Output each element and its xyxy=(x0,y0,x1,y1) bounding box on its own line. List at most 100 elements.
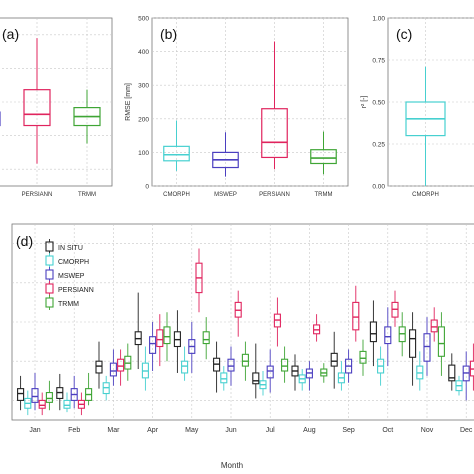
box-in-situ-aug xyxy=(291,354,299,391)
box-trmm-nov xyxy=(437,312,445,376)
panel-label: (d) xyxy=(16,233,33,249)
x-tick-label: TRMM xyxy=(78,192,96,198)
box-iqr xyxy=(252,372,260,385)
box-trmm-feb xyxy=(85,372,93,406)
legend-label: CMORPH xyxy=(58,259,89,266)
box-in-situ-jul xyxy=(252,343,260,399)
box-iqr xyxy=(23,89,51,127)
box-mswep-apr xyxy=(149,322,157,371)
x-tick-label: CMORPH xyxy=(412,192,439,198)
box-persiann xyxy=(23,38,51,164)
x-tick-label: TRMM xyxy=(315,192,333,198)
panel-label: (c) xyxy=(396,26,412,42)
box-iqr xyxy=(38,399,46,409)
box-persiann-aug xyxy=(313,314,321,342)
box-in-situ-oct xyxy=(369,300,377,367)
box-in-situ-jun xyxy=(213,341,221,393)
box-iqr xyxy=(156,329,164,348)
box-cmorph xyxy=(405,66,446,186)
box-mswep-oct xyxy=(384,307,392,367)
y-tick-label: 0.50 xyxy=(372,100,385,107)
box-iqr xyxy=(261,108,288,159)
box-persiann xyxy=(261,41,288,170)
box-trmm-aug xyxy=(320,363,328,383)
box-iqr xyxy=(31,388,39,403)
box-iqr xyxy=(109,362,117,377)
y-tick-label: 300 xyxy=(138,83,149,90)
x-tick-label: Jan xyxy=(29,427,40,434)
box-iqr xyxy=(117,358,125,372)
box-iqr xyxy=(266,365,274,379)
box-in-situ-sep xyxy=(330,331,338,389)
panel-c: (c) xyxy=(387,17,474,187)
box-cmorph-mar xyxy=(102,375,110,401)
box-iqr xyxy=(352,301,360,331)
y-tick-label: 0.25 xyxy=(372,142,385,149)
box-in-situ-apr xyxy=(134,292,142,370)
x-tick-label: Feb xyxy=(68,427,80,434)
box-iqr xyxy=(163,326,171,345)
x-tick-label: PERSIANN xyxy=(259,192,290,198)
y-tick-label: 200 xyxy=(138,116,149,123)
x-tick-label: Dec xyxy=(460,427,473,434)
box-iqr xyxy=(63,399,71,409)
box-iqr xyxy=(281,358,289,372)
box-persiann-dec xyxy=(469,343,474,391)
box-cmorph-oct xyxy=(377,346,385,386)
box-trmm xyxy=(73,89,101,144)
x-tick-label: Sep xyxy=(342,427,355,434)
panel-b: (b) xyxy=(151,17,349,187)
y-tick-label: 500 xyxy=(138,16,149,23)
x-tick-label: Aug xyxy=(303,427,316,434)
box-in-situ-nov xyxy=(409,312,417,386)
box-persiann-sep xyxy=(352,285,360,342)
y-tick-label: 0 xyxy=(145,184,149,191)
y-tick-label: 400 xyxy=(138,49,149,56)
x-tick-label: May xyxy=(185,427,199,434)
box-persiann-nov xyxy=(430,307,438,342)
box-mswep-jul xyxy=(266,349,274,393)
box-iqr xyxy=(149,336,157,354)
x-tick-label: Jul xyxy=(266,427,275,434)
box-in-situ-may xyxy=(173,310,181,373)
box-in-situ-dec xyxy=(448,353,456,391)
box-iqr xyxy=(163,145,190,162)
box-iqr xyxy=(409,329,417,358)
box-trmm-jun xyxy=(241,341,249,381)
box-mswep-nov xyxy=(423,317,431,376)
panel-label: (b) xyxy=(160,26,177,42)
box-cmorph-sep xyxy=(337,361,345,391)
box-cmorph-dec xyxy=(455,375,463,396)
box-iqr xyxy=(430,319,438,333)
box-mswep-may xyxy=(188,322,196,373)
box-persiann-jan xyxy=(38,392,46,416)
box-cmorph-feb xyxy=(63,392,71,413)
y-tick-label: 100 xyxy=(138,150,149,157)
box-mswep-jan xyxy=(31,372,39,411)
box-cmorph xyxy=(163,120,190,171)
box-trmm-apr xyxy=(163,312,171,362)
y-tick-label: 0.75 xyxy=(372,58,385,65)
box-mswep-mar xyxy=(109,349,117,386)
box-trmm xyxy=(310,131,337,175)
box-iqr xyxy=(423,333,431,362)
box-iqr xyxy=(45,392,53,403)
x-tick-label: MSWEP xyxy=(214,192,237,198)
box-iqr xyxy=(241,353,249,367)
box-persiann-apr xyxy=(156,314,164,367)
y-tick-label: 1.00 xyxy=(372,16,385,23)
x-tick-label: Oct xyxy=(382,427,393,434)
box-iqr xyxy=(17,388,25,401)
y-tick-label: 0.00 xyxy=(372,184,385,191)
box-cmorph-apr xyxy=(141,346,149,391)
box-persiann-jul xyxy=(273,297,281,347)
panel-d: Jan Feb Mar Apr May Jun Jul Aug Sep Oct Nov Dec (d) M… xyxy=(11,223,474,470)
legend-label: PERSIANN xyxy=(58,287,94,294)
box-mswep-dec xyxy=(462,351,470,401)
box-iqr xyxy=(448,364,456,382)
box-persiann-mar xyxy=(117,349,125,386)
box-trmm-jul xyxy=(281,346,289,383)
box-iqr xyxy=(330,352,338,367)
box-iqr xyxy=(437,326,445,357)
